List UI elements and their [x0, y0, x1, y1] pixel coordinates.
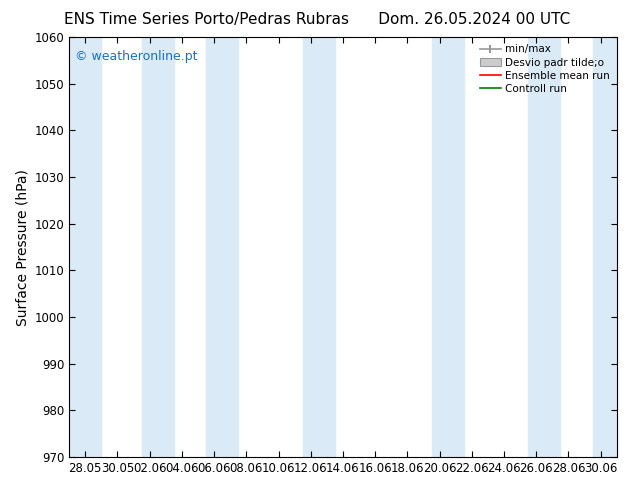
Text: ENS Time Series Porto/Pedras Rubras      Dom. 26.05.2024 00 UTC: ENS Time Series Porto/Pedras Rubras Dom.… — [64, 12, 570, 27]
Bar — [593, 37, 625, 457]
Bar — [69, 37, 101, 457]
Bar — [528, 37, 560, 457]
Y-axis label: Surface Pressure (hPa): Surface Pressure (hPa) — [15, 169, 29, 325]
Legend: min/max, Desvio padr tilde;o, Ensemble mean run, Controll run: min/max, Desvio padr tilde;o, Ensemble m… — [476, 40, 614, 98]
Bar — [432, 37, 463, 457]
Text: © weatheronline.pt: © weatheronline.pt — [75, 50, 197, 63]
Bar — [206, 37, 238, 457]
Bar — [141, 37, 174, 457]
Bar — [302, 37, 335, 457]
